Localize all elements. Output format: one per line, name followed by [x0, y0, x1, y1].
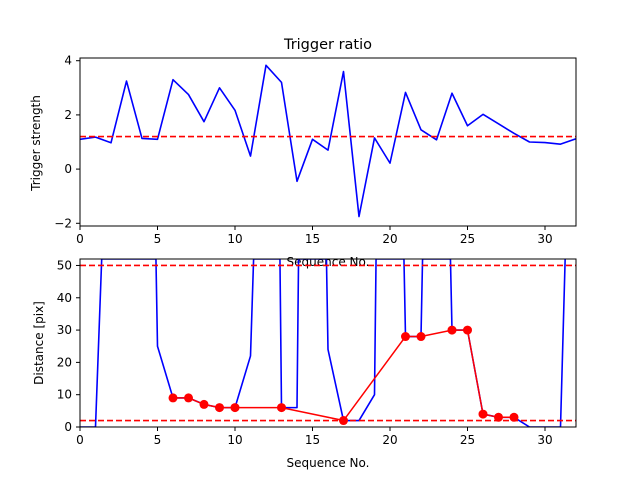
chart-1-y-tick-label: 0 [64, 162, 72, 176]
chart-2-marker-point [230, 403, 240, 413]
chart-2-y-tick-label: 50 [57, 258, 72, 272]
chart-2-series-1-line [80, 259, 566, 427]
chart-1-y-tick-label: 4 [64, 54, 72, 68]
chart-2-x-tick-label: 5 [154, 433, 162, 447]
chart-2-x-tick-label: 25 [460, 433, 475, 447]
chart-2-marker-point [416, 332, 426, 342]
chart-1-x-tick-label: 0 [76, 232, 84, 246]
chart-1-x-tick-label: 15 [305, 232, 320, 246]
chart-2-series-2-line [173, 329, 514, 422]
chart-2-x-tick-label: 0 [76, 433, 84, 447]
chart-2-y-tick-label: 40 [57, 291, 72, 305]
chart-2-marker-point [168, 393, 178, 403]
chart-2-y-tick-label: 0 [64, 420, 72, 434]
chart-2-marker-point [494, 412, 503, 422]
chart-1-ylabel: Trigger strength [29, 95, 43, 192]
chart-1-plot: 0 5 10 15 20 25 30 −2 0 2 4 [54, 54, 577, 246]
chart-2-marker-point [447, 325, 457, 335]
chart-1-x-tick-label: 20 [382, 232, 397, 246]
chart-2-y-tick-label: 20 [57, 355, 72, 369]
chart-2-marker-point [463, 325, 472, 335]
chart-1-frame [79, 57, 577, 227]
chart-1-y-tick-label: −2 [54, 216, 72, 230]
chart-1-x-tick-label: 10 [227, 232, 242, 246]
chart-1-x-tick-label: 25 [460, 232, 475, 246]
chart-2-marker-point [277, 403, 286, 413]
chart-2-frame [79, 258, 577, 428]
chart-2-marker-point [199, 399, 209, 409]
chart-2-y-tick-label: 30 [57, 323, 72, 337]
chart-1-x-tick-label: 5 [154, 232, 162, 246]
chart-2-xlabel: Sequence No. [287, 456, 370, 470]
chart-2-marker-point [478, 409, 488, 419]
chart-2-marker-point [215, 403, 224, 413]
chart-1-title: Trigger ratio [283, 37, 372, 53]
chart-2-marker-point [184, 393, 193, 403]
chart-2-ylabel: Distance [pix] [32, 301, 46, 385]
chart-1-series-1-line [80, 64, 576, 218]
chart-2-marker-point [509, 412, 519, 422]
chart-2-x-tick-label: 20 [382, 433, 397, 447]
chart-2-plot: 0 5 10 15 20 25 30 0 10 20 30 40 50 [57, 258, 577, 447]
chart-2-marker-point [401, 332, 410, 342]
chart-1-y-tick-label: 2 [64, 108, 72, 122]
chart-2-x-tick-label: 10 [227, 433, 242, 447]
chart-2-y-tick-label: 10 [57, 388, 72, 402]
chart-1-x-tick-label: 30 [537, 232, 552, 246]
chart-2-x-tick-label: 30 [537, 433, 552, 447]
chart-2-x-tick-label: 15 [305, 433, 320, 447]
